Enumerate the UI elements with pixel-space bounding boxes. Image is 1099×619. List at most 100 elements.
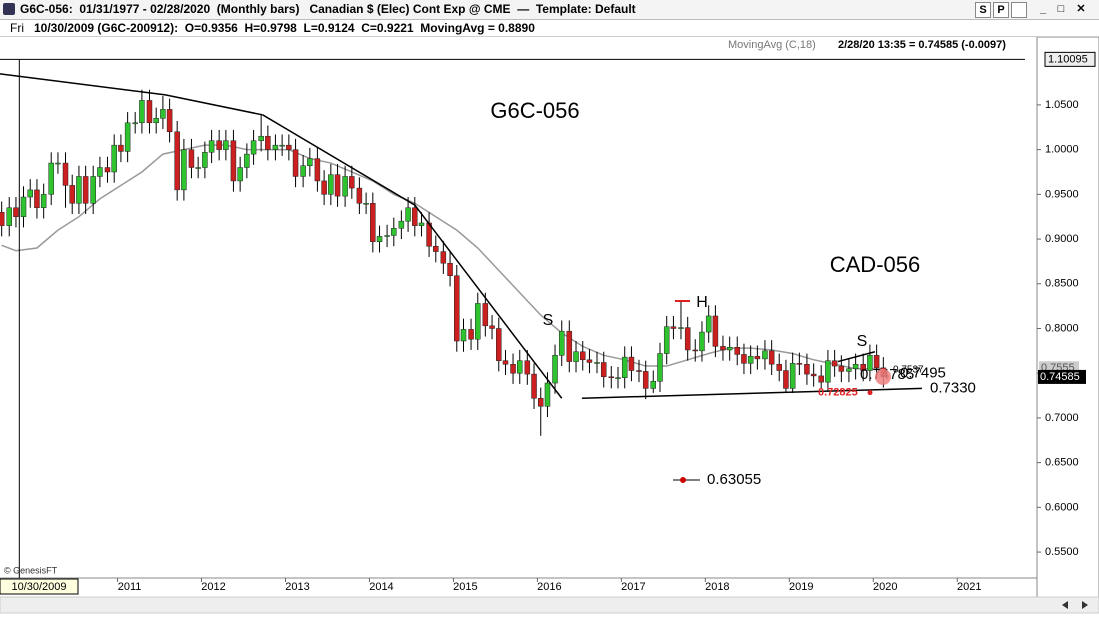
price-level-label: 0.7330 (930, 379, 976, 396)
candle-body (384, 235, 390, 237)
candle-body (418, 222, 425, 226)
candle-body (208, 140, 215, 153)
y-tick-label: 0.9000 (1045, 233, 1079, 245)
price-level-label: 0.7537 (893, 365, 924, 376)
candle-body (642, 371, 649, 389)
candle-body (762, 350, 768, 360)
x-tick-label: 2014 (369, 581, 393, 593)
candle-body (230, 140, 237, 182)
candle-body (475, 303, 481, 340)
candle-body (279, 144, 285, 147)
scrollbar[interactable] (0, 596, 1099, 614)
candle-body (62, 162, 69, 186)
candle-body (846, 368, 852, 372)
y-tick-label: 0.8500 (1045, 278, 1079, 290)
candle-body (69, 185, 75, 204)
candle-body (223, 140, 229, 150)
candle-body (55, 162, 61, 165)
candle-body (579, 351, 586, 361)
candle-body (573, 351, 579, 362)
s-button[interactable]: S (975, 2, 991, 18)
trendline (837, 351, 876, 363)
y-tick-label: 0.6000 (1045, 501, 1079, 513)
minimize-button[interactable]: _ (1039, 3, 1047, 15)
candle-body (104, 167, 111, 173)
candle-body (586, 359, 593, 363)
candle-body (349, 176, 355, 189)
candle-body (188, 149, 195, 168)
moving-average (1, 144, 884, 370)
candle-body (768, 350, 775, 365)
candle-body (334, 174, 341, 197)
candle-body (405, 207, 411, 222)
candle-body (517, 360, 523, 374)
last-price-marker (875, 368, 891, 385)
candle-body (831, 360, 838, 367)
trendline (581, 387, 922, 399)
crosshair-date: 10/30/2009 (11, 581, 66, 593)
annotation: H (696, 294, 708, 311)
candle-body (608, 376, 615, 379)
p-button[interactable]: P (993, 2, 1009, 18)
candle-body (76, 176, 82, 204)
trendline (0, 73, 263, 116)
maximize-button[interactable]: □ (1057, 3, 1065, 15)
x-tick-label: 2015 (453, 581, 477, 593)
candle-body (628, 356, 635, 371)
candle-body (286, 144, 292, 150)
candle-body (670, 326, 677, 329)
candle-body (468, 329, 474, 340)
candle-body (705, 315, 712, 333)
candle-body (810, 373, 817, 377)
annotation: CAD-056 (830, 252, 920, 277)
candle-body (804, 364, 810, 375)
candle-body (720, 346, 726, 351)
x-tick-label: 2019 (789, 581, 813, 593)
candle-body (48, 162, 54, 195)
y-tick-label: 0.7000 (1045, 412, 1079, 424)
candle-body (132, 122, 138, 125)
candle-body (594, 362, 600, 364)
candle-body (621, 356, 628, 378)
candle-body (27, 189, 33, 198)
float-button[interactable] (1011, 2, 1027, 18)
candle-body (544, 382, 551, 407)
candle-body (202, 152, 208, 168)
candle-body (300, 165, 306, 177)
x-tick-label: 2021 (957, 581, 981, 593)
candle-body (636, 370, 642, 372)
candle-body (363, 203, 369, 205)
annotation: G6C-056 (490, 98, 579, 123)
x-tick-label: 2016 (537, 581, 561, 593)
candle-body (552, 355, 558, 384)
candle-body (237, 167, 243, 182)
last-price: 0.74585 (1040, 371, 1080, 383)
candle-body (558, 330, 565, 356)
y-tick-label: 0.5500 (1045, 546, 1079, 558)
candle-body (496, 328, 502, 361)
candle-body (524, 360, 531, 375)
candle-body (6, 207, 12, 226)
candle-body (747, 355, 754, 364)
scroll-arrows[interactable] (1062, 601, 1088, 609)
candle-body (153, 118, 159, 124)
candle-body (321, 180, 327, 195)
candle-body (216, 140, 222, 150)
window-title: G6C-056: 01/31/1977 - 02/28/2020 (Monthl… (20, 2, 636, 16)
candle-body (741, 354, 747, 364)
y-tick-label: 1.0500 (1045, 99, 1079, 111)
close-button[interactable]: ✕ (1076, 3, 1086, 15)
candle-body (146, 100, 153, 124)
candle-body (195, 167, 201, 169)
x-tick-label: 2012 (201, 581, 225, 593)
app-icon (3, 3, 15, 15)
candle-body (82, 176, 89, 204)
candle-body (433, 245, 439, 252)
candle-body (867, 355, 873, 371)
candle-body (13, 207, 19, 217)
price-level-dot (680, 477, 686, 484)
candle-body (684, 327, 691, 351)
candle-body (510, 364, 516, 374)
candle-body (482, 303, 489, 327)
